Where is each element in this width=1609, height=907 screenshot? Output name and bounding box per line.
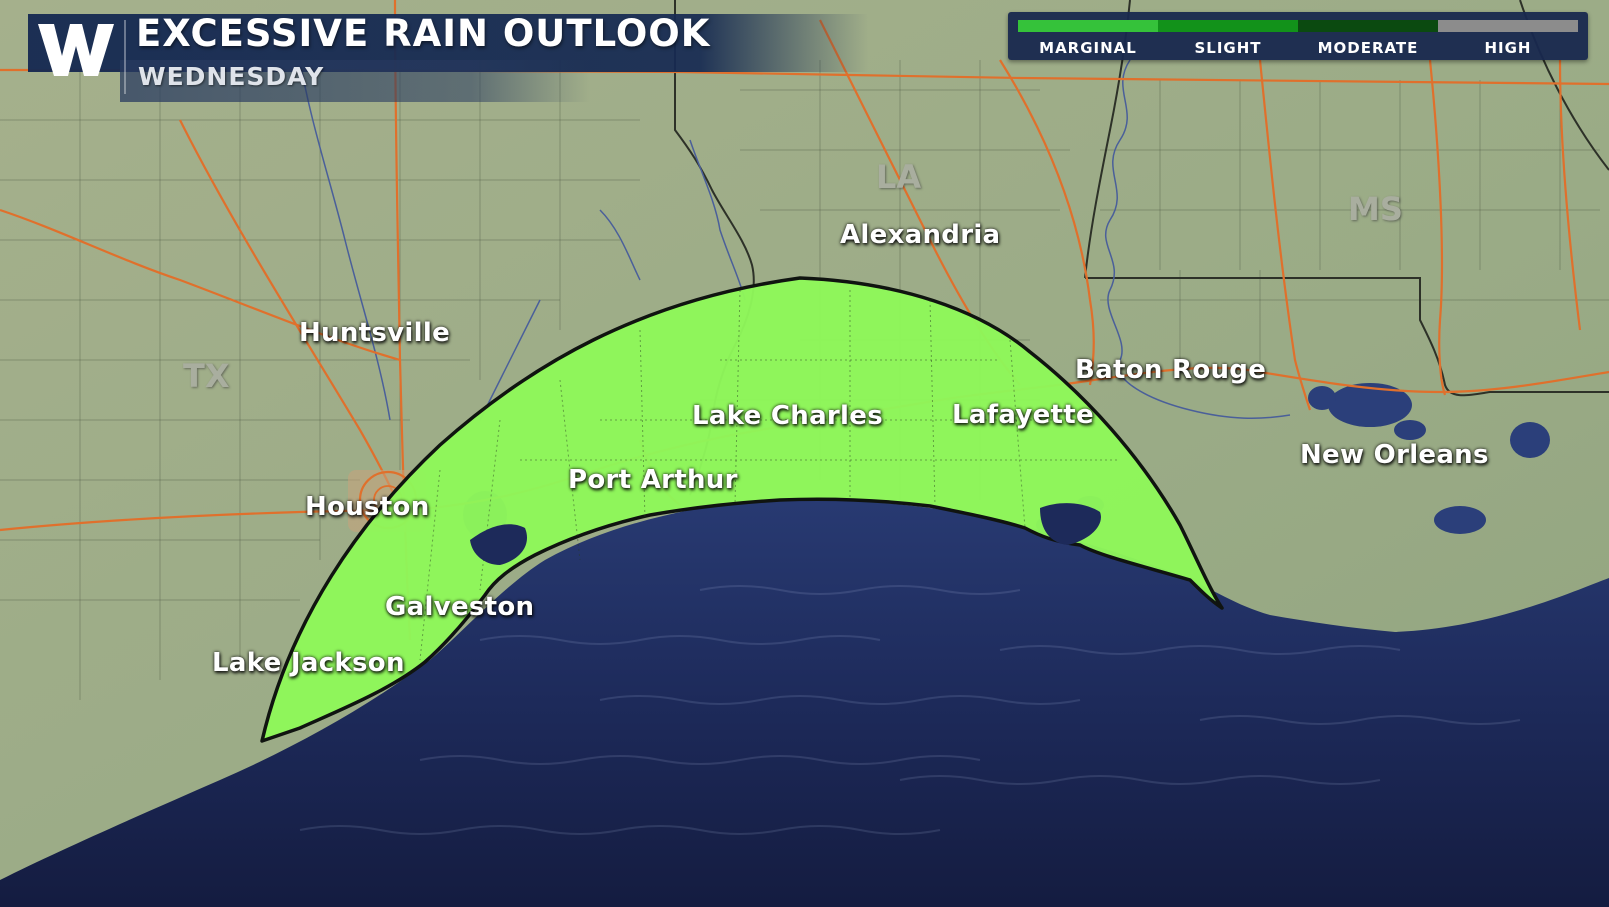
legend-label-moderate: MODERATE	[1317, 39, 1419, 57]
state-label-tx: TX	[183, 357, 230, 395]
subtitle-bar	[120, 60, 590, 102]
sea-texture	[299, 585, 1521, 835]
risk-area-county-lines	[419, 289, 1120, 661]
weathernation-logo: W	[36, 24, 114, 77]
city-label-port-arthur: Port Arthur	[568, 465, 738, 495]
gulf-of-mexico	[0, 500, 1609, 907]
city-label-lafayette: Lafayette	[952, 400, 1094, 430]
city-label-baton-rouge: Baton Rouge	[1075, 355, 1267, 385]
svg-text:W: W	[36, 66, 46, 77]
legend-label-marginal: MARGINAL	[1039, 39, 1137, 57]
risk-legend: MARGINAL SLIGHT MODERATE HIGH	[1008, 12, 1588, 60]
city-label-lake-jackson: Lake Jackson	[212, 648, 405, 678]
legend-swatch-moderate	[1298, 20, 1438, 32]
legend-label-high: HIGH	[1484, 39, 1532, 57]
marginal-risk-area	[260, 276, 1224, 743]
state-label-ms: MS	[1348, 190, 1403, 228]
state-label-la: LA	[876, 158, 922, 196]
map-title: EXCESSIVE RAIN OUTLOOK	[136, 12, 711, 55]
legend-label-slight: SLIGHT	[1194, 39, 1262, 57]
legend-swatch-slight	[1158, 20, 1298, 32]
city-label-galveston: Galveston	[385, 592, 535, 622]
legend-swatch-high	[1438, 20, 1578, 32]
rivers	[299, 59, 1291, 421]
coastal-bays	[470, 503, 1101, 565]
county-lines	[0, 60, 1609, 700]
city-label-alexandria: Alexandria	[840, 220, 1001, 250]
city-label-huntsville: Huntsville	[299, 318, 451, 348]
city-label-houston: Houston	[305, 492, 430, 522]
legend-swatch-marginal	[1018, 20, 1158, 32]
map-subtitle: WEDNESDAY	[138, 62, 325, 91]
city-label-new-orleans: New Orleans	[1300, 440, 1489, 470]
city-label-lake-charles: Lake Charles	[692, 401, 883, 431]
logo-divider	[124, 20, 126, 94]
